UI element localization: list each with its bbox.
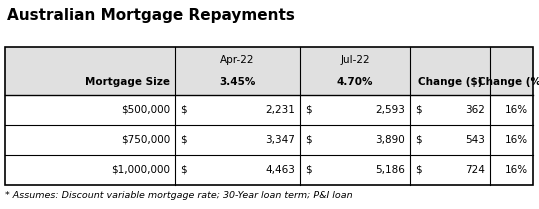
Bar — [5, 47, 533, 185]
Text: $: $ — [180, 135, 186, 145]
Text: 2,231: 2,231 — [265, 105, 295, 115]
Text: 362: 362 — [465, 105, 485, 115]
Text: 16%: 16% — [505, 105, 528, 115]
Text: $: $ — [180, 105, 186, 115]
Text: 4.70%: 4.70% — [337, 76, 373, 87]
Text: $: $ — [305, 165, 312, 175]
Text: $: $ — [415, 135, 421, 145]
Text: 5,186: 5,186 — [375, 165, 405, 175]
Text: $: $ — [180, 165, 186, 175]
Text: 724: 724 — [465, 165, 485, 175]
Text: $750,000: $750,000 — [121, 135, 170, 145]
Text: Apr-22: Apr-22 — [220, 55, 255, 65]
Text: Mortgage Size: Mortgage Size — [85, 76, 170, 87]
Text: $: $ — [305, 135, 312, 145]
Text: 3,347: 3,347 — [265, 135, 295, 145]
Text: 2,593: 2,593 — [375, 105, 405, 115]
Text: Change ($): Change ($) — [418, 76, 482, 87]
Text: * Assumes: Discount variable mortgage rate; 30-Year loan term; P&I loan: * Assumes: Discount variable mortgage ra… — [5, 191, 353, 200]
Text: $: $ — [415, 165, 421, 175]
Text: Change (%): Change (%) — [478, 76, 539, 87]
Text: 3,890: 3,890 — [375, 135, 405, 145]
Text: $: $ — [305, 105, 312, 115]
Bar — [5, 47, 533, 95]
Text: 4,463: 4,463 — [265, 165, 295, 175]
Text: 543: 543 — [465, 135, 485, 145]
Text: $500,000: $500,000 — [121, 105, 170, 115]
Text: 16%: 16% — [505, 165, 528, 175]
Text: 3.45%: 3.45% — [219, 76, 255, 87]
Text: $: $ — [415, 105, 421, 115]
Text: 16%: 16% — [505, 135, 528, 145]
Text: Jul-22: Jul-22 — [340, 55, 370, 65]
Text: Australian Mortgage Repayments: Australian Mortgage Repayments — [7, 8, 295, 23]
Text: $1,000,000: $1,000,000 — [111, 165, 170, 175]
